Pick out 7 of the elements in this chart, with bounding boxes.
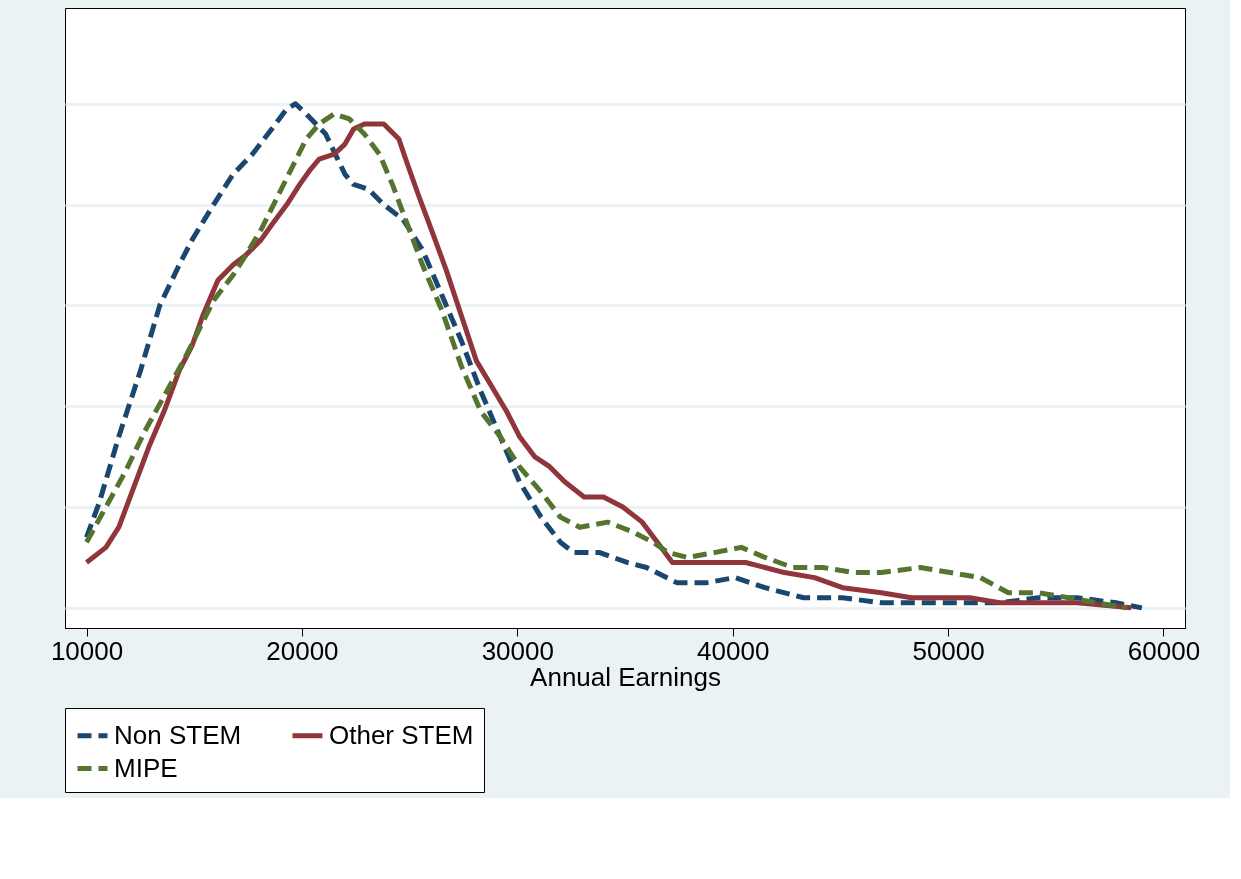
legend-label: Non STEM <box>114 719 242 750</box>
x-tick-label: 20000 <box>266 635 339 666</box>
x-tick-label: 60000 <box>1127 635 1201 666</box>
x-tick-label: 50000 <box>912 635 985 666</box>
legend-label: Other STEM <box>329 719 474 750</box>
legend-label: MIPE <box>114 752 178 783</box>
x-tick-label: 10000 <box>50 635 124 666</box>
